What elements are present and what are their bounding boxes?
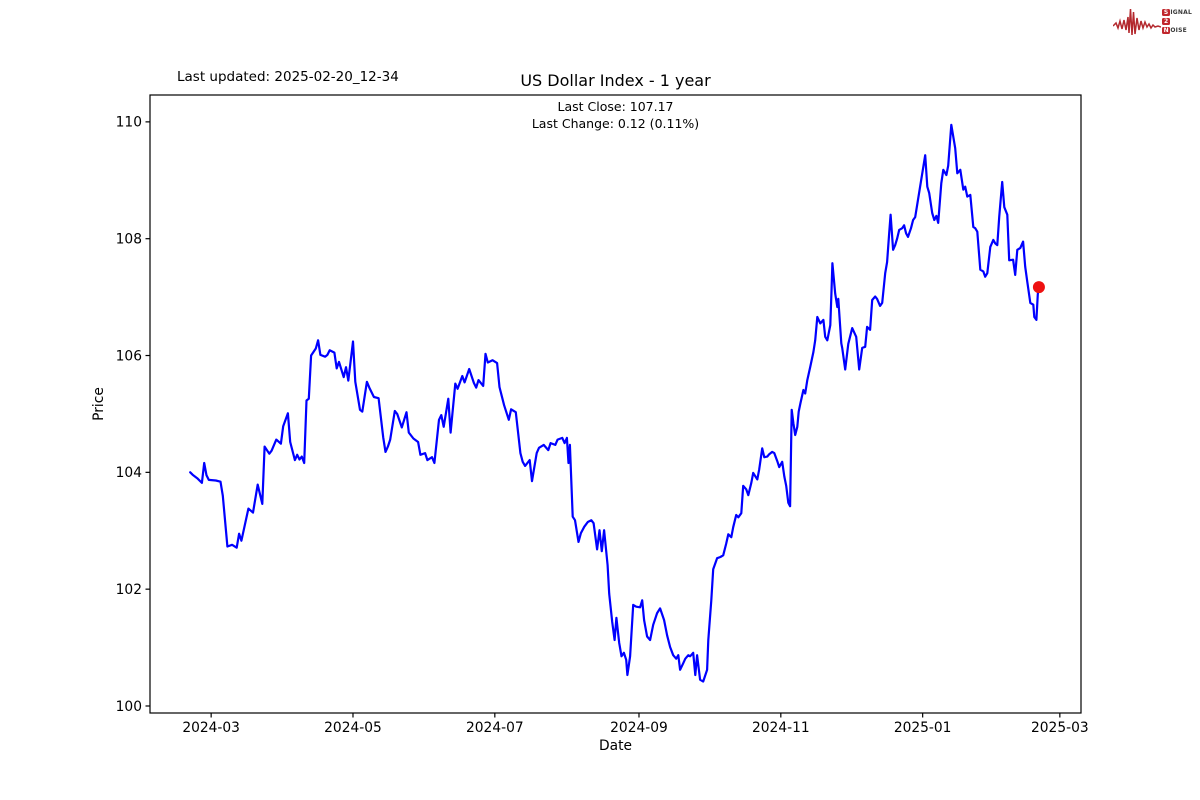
- x-tick-label: 2025-03: [1031, 720, 1089, 736]
- logo-row-signal: S IGNAL: [1162, 8, 1192, 17]
- logo-text: S IGNAL 2 N OISE: [1162, 8, 1192, 36]
- last-change-text: Last Change: 0.12 (0.11%): [531, 116, 700, 131]
- y-tick-label: 102: [116, 582, 142, 598]
- logo-text-signal: IGNAL: [1170, 9, 1192, 16]
- logo-letterbox-n: N: [1162, 26, 1170, 35]
- logo-letterbox-2: 2: [1162, 17, 1170, 26]
- x-tick-label: 2024-09: [610, 720, 668, 736]
- y-tick-label: 110: [116, 115, 142, 131]
- y-tick-label: 106: [116, 348, 142, 364]
- chart-title: US Dollar Index - 1 year: [520, 71, 711, 90]
- logo-row-noise: N OISE: [1162, 26, 1192, 35]
- logo-row-2: 2: [1162, 17, 1192, 26]
- y-tick-label: 100: [116, 699, 142, 715]
- plot-border: [149, 94, 1082, 714]
- logo-text-noise: OISE: [1170, 27, 1187, 34]
- x-tick-label: 2024-07: [466, 720, 524, 736]
- x-tick-label: 2024-03: [182, 720, 240, 736]
- last-close-text: Last Close: 107.17: [557, 99, 674, 114]
- signal2noise-logo: S IGNAL 2 N OISE: [1113, 6, 1192, 38]
- x-tick-label: 2024-11: [752, 720, 810, 736]
- x-axis-label: Date: [599, 738, 632, 754]
- x-tick-label: 2024-05: [324, 720, 382, 736]
- price-line: [189, 123, 1041, 683]
- heartbeat-waveform-icon: [1113, 8, 1162, 36]
- y-tick-label: 108: [116, 231, 142, 247]
- y-tick-label: 104: [116, 465, 142, 481]
- x-tick-label: 2025-01: [894, 720, 952, 736]
- last-price-dot: [1032, 281, 1045, 294]
- last-updated-text: Last updated: 2025-02-20_12-34: [177, 69, 399, 85]
- logo-letterbox-s: S: [1162, 8, 1170, 17]
